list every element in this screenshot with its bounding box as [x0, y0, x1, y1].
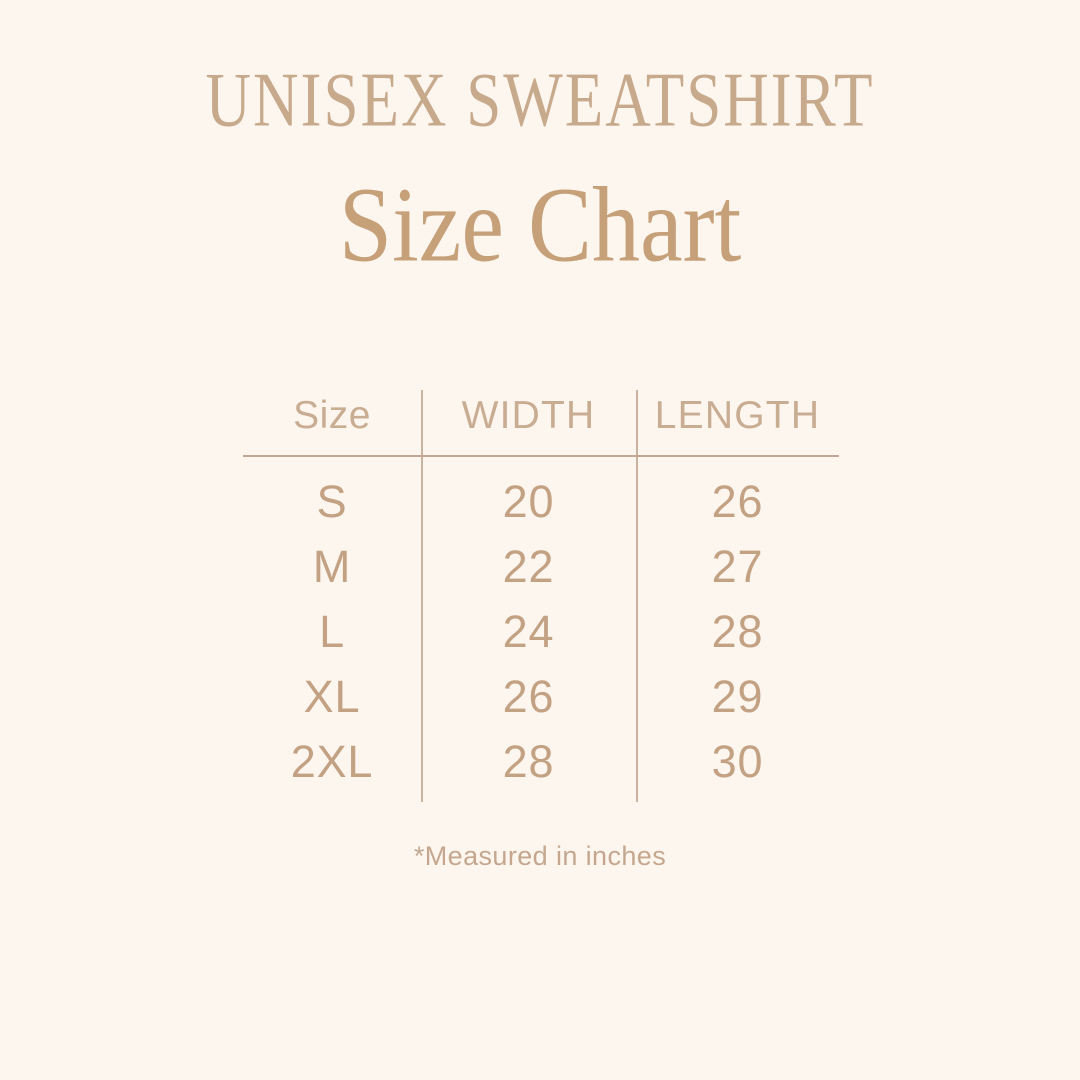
header-rule [243, 455, 839, 457]
column-header-length: LENGTH [654, 394, 821, 437]
table-row: 26 [502, 671, 555, 722]
column-divider-2 [636, 390, 638, 802]
table-row: 29 [711, 671, 764, 722]
size-table: Size WIDTH LENGTH S 20 26 M 22 27 L 24 2… [243, 388, 839, 803]
column-header-width: WIDTH [461, 394, 596, 437]
size-table-grid: Size WIDTH LENGTH S 20 26 M 22 27 L 24 2… [243, 388, 839, 794]
table-row: 20 [502, 476, 555, 527]
measurement-note: *Measured in inches [413, 841, 667, 871]
page-subtitle: Size Chart [338, 164, 742, 285]
column-divider-1 [421, 390, 423, 802]
table-row: 26 [711, 476, 764, 527]
table-row: L [319, 606, 345, 657]
table-row: XL [303, 671, 361, 722]
table-row: M [312, 541, 352, 592]
table-row: 30 [711, 736, 764, 787]
table-row: 28 [711, 606, 764, 657]
column-header-size: Size [293, 394, 371, 437]
table-row: 22 [502, 541, 555, 592]
table-row: S [316, 476, 348, 527]
heading-block: UNISEX SWEATSHIRT Size Chart [0, 57, 1080, 278]
table-row: 28 [502, 736, 555, 787]
table-row: 2XL [290, 736, 374, 787]
table-row: 27 [711, 541, 764, 592]
table-row: 24 [502, 606, 555, 657]
page-title: UNISEX SWEATSHIRT [205, 57, 875, 143]
